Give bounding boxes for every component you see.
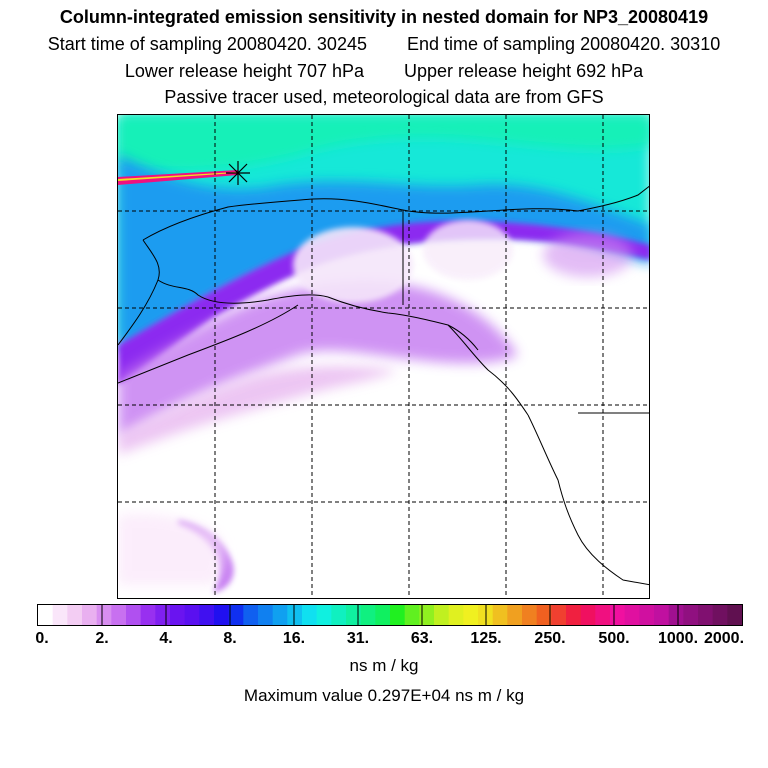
colorbar-swatch	[170, 605, 186, 625]
colorbar-swatch	[390, 605, 406, 625]
colorbar-tick-label: 8.	[223, 630, 237, 647]
colorbar-swatch	[228, 605, 244, 625]
colorbar-swatch	[67, 605, 83, 625]
colorbar-unit: ns m / kg	[349, 656, 419, 675]
colorbar-swatch	[683, 605, 699, 625]
colorbar	[37, 604, 743, 626]
colorbar-swatch	[463, 605, 479, 625]
maximum-value: Maximum value 0.297E+04 ns m / kg	[243, 686, 525, 705]
emission-sensitivity-map	[117, 114, 650, 599]
colorbar-swatch	[698, 605, 714, 625]
colorbar-swatch	[595, 605, 611, 625]
colorbar-swatch	[404, 605, 420, 625]
colorbar-tick-label: 125.	[470, 630, 502, 647]
colorbar-swatch	[126, 605, 142, 625]
colorbar-swatch	[360, 605, 376, 625]
lat-lon-grid	[118, 115, 649, 598]
colorbar-swatch	[434, 605, 450, 625]
colorbar-swatch	[52, 605, 68, 625]
colorbar-tick-label: 0.	[35, 630, 49, 647]
coastlines	[118, 185, 649, 586]
colorbar-swatch	[624, 605, 640, 625]
colorbar-tick-label: 63.	[410, 630, 434, 647]
colorbar-tick-label: 4.	[159, 630, 173, 647]
colorbar-tick-label: 2000.	[703, 630, 745, 647]
colorbar-swatch	[448, 605, 464, 625]
upper-release-height: Upper release height 692 hPa	[404, 61, 644, 81]
colorbar-swatch	[610, 605, 626, 625]
colorbar-swatch	[727, 605, 742, 625]
colorbar-swatch	[712, 605, 728, 625]
colorbar-swatch	[331, 605, 347, 625]
colorbar-swatch	[375, 605, 391, 625]
colorbar-tick-label: 2.	[95, 630, 109, 647]
colorbar-tick-label: 16.	[282, 630, 306, 647]
colorbar-swatch	[38, 605, 54, 625]
colorbar-tick-label: 500.	[598, 630, 630, 647]
colorbar-swatch	[654, 605, 670, 625]
colorbar-tick-label: 31.	[346, 630, 370, 647]
colorbar-swatch	[82, 605, 98, 625]
colorbar-swatch	[522, 605, 538, 625]
colorbar-swatch	[214, 605, 230, 625]
sampling-time-line: Start time of sampling 20080420. 30245 En…	[0, 33, 768, 55]
colorbar-tick-label: 250.	[534, 630, 566, 647]
colorbar-swatch	[419, 605, 435, 625]
colorbar-swatch	[272, 605, 288, 625]
colorbar-swatch	[536, 605, 552, 625]
political-borders	[402, 210, 649, 414]
colorbar-swatch	[668, 605, 684, 625]
map-title: Column-integrated emission sensitivity i…	[59, 7, 709, 27]
map-canvas	[118, 115, 649, 598]
sensitivity-field	[118, 115, 649, 598]
colorbar-swatch	[287, 605, 303, 625]
colorbar-swatch	[316, 605, 332, 625]
colorbar-swatch	[184, 605, 200, 625]
start-time: Start time of sampling 20080420. 30245	[47, 34, 367, 54]
colorbar-swatch	[258, 605, 274, 625]
colorbar-tick-label: 1000.	[657, 630, 699, 647]
colorbar-swatch	[639, 605, 655, 625]
colorbar-swatch	[566, 605, 582, 625]
colorbar-swatch	[346, 605, 362, 625]
colorbar-scale	[38, 605, 742, 625]
lower-release-height: Lower release height 707 hPa	[124, 61, 364, 81]
colorbar-swatch	[302, 605, 318, 625]
colorbar-swatch	[111, 605, 127, 625]
info-line: Passive tracer used, meteorological data…	[164, 87, 604, 107]
colorbar-swatch	[155, 605, 171, 625]
colorbar-swatch	[140, 605, 156, 625]
colorbar-swatch	[199, 605, 215, 625]
release-location-star-icon	[226, 161, 250, 185]
colorbar-swatch	[243, 605, 259, 625]
colorbar-swatch	[507, 605, 523, 625]
colorbar-swatch	[580, 605, 596, 625]
end-time: End time of sampling 20080420. 30310	[406, 34, 721, 54]
release-height-line: Lower release height 707 hPa Upper releas…	[0, 60, 768, 82]
colorbar-swatch	[551, 605, 567, 625]
colorbar-swatch	[96, 605, 112, 625]
colorbar-swatch	[492, 605, 508, 625]
